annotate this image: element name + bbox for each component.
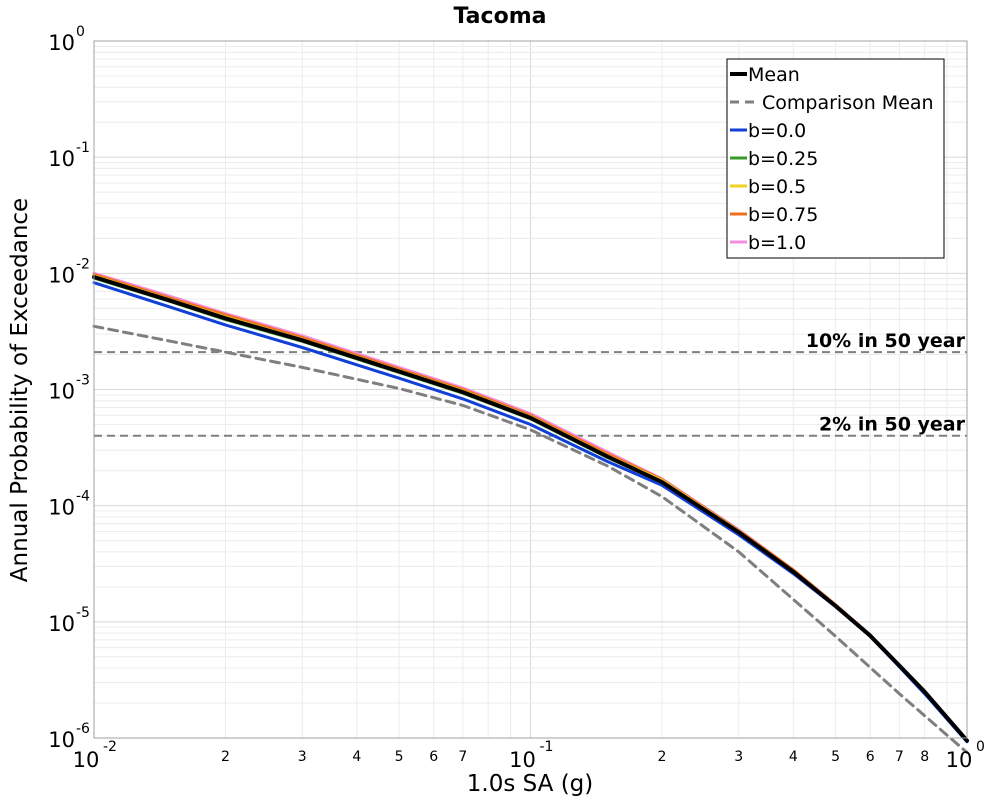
- legend-label-b-0-25: b=0.25: [748, 148, 818, 170]
- chart-title: Tacoma: [454, 4, 547, 29]
- x-major-tick-exponent: -2: [103, 739, 117, 755]
- reference-line-label: 2% in 50 year: [819, 414, 966, 436]
- y-major-tick-exponent: 0: [76, 24, 85, 40]
- legend: Mean Comparison Mean b=0.0 b=0.25 b=0.5 b=0.7…: [726, 58, 945, 259]
- x-minor-tick-label: 5: [831, 749, 840, 765]
- x-minor-tick-label: 4: [352, 749, 361, 765]
- y-major-tick-base: 10: [48, 728, 75, 752]
- legend-label-comparison-mean: Comparison Mean: [762, 92, 934, 114]
- legend-label-b-0-5: b=0.5: [748, 176, 806, 198]
- x-minor-tick-label: 2: [657, 749, 666, 765]
- x-major-tick-base: 10: [509, 748, 536, 772]
- x-minor-tick-label: 5: [395, 749, 404, 765]
- grid: [94, 41, 967, 738]
- legend-label-b-0-75: b=0.75: [748, 204, 818, 226]
- x-axis-label: 1.0s SA (g): [467, 771, 594, 797]
- series-lines: [92, 271, 969, 754]
- x-minor-tick-label: 4: [789, 749, 798, 765]
- x-major-tick-base: 10: [946, 748, 973, 772]
- y-major-tick-base: 10: [48, 31, 75, 55]
- x-minor-tick-label: 3: [298, 749, 307, 765]
- x-major-tick-exponent: -1: [540, 739, 554, 755]
- x-minor-tick-label: 8: [920, 749, 929, 765]
- y-major-tick-exponent: -3: [76, 373, 90, 389]
- y-major-tick-exponent: -2: [76, 256, 90, 272]
- y-major-tick-exponent: -6: [76, 721, 90, 737]
- legend-box: [726, 58, 945, 259]
- x-minor-tick-label: 6: [429, 749, 438, 765]
- x-minor-tick-label: 7: [895, 749, 904, 765]
- plot-frame: [93, 40, 968, 739]
- x-major-tick-exponent: 0: [976, 739, 985, 755]
- reference-line-label: 10% in 50 year: [806, 330, 966, 352]
- legend-label-b-0-0: b=0.0: [748, 120, 806, 142]
- x-minor-tick-label: 6: [866, 749, 875, 765]
- x-minor-tick-label: 7: [458, 749, 467, 765]
- reference-lines: [94, 351, 967, 437]
- y-major-tick-exponent: -4: [76, 489, 90, 505]
- y-axis-label: Annual Probability of Exceedance: [7, 198, 33, 582]
- reference-line-labels: 10% in 50 year 2% in 50 year: [806, 330, 966, 436]
- legend-label-mean: Mean: [748, 64, 800, 86]
- y-major-tick-exponent: -1: [76, 140, 90, 156]
- series-line-comparison-mean: [92, 324, 969, 754]
- legend-label-b-1-0: b=1.0: [748, 232, 806, 254]
- y-major-tick-base: 10: [48, 612, 75, 636]
- x-minor-tick-label: 2: [221, 749, 230, 765]
- series-line-mean: [92, 275, 969, 743]
- x-minor-tick-label: 3: [734, 749, 743, 765]
- y-major-tick-exponent: -5: [76, 605, 90, 621]
- y-major-tick-base: 10: [48, 496, 75, 520]
- y-major-tick-base: 10: [48, 147, 75, 171]
- x-major-tick-base: 10: [73, 748, 100, 772]
- y-major-tick-base: 10: [48, 380, 75, 404]
- y-major-tick-base: 10: [48, 263, 75, 287]
